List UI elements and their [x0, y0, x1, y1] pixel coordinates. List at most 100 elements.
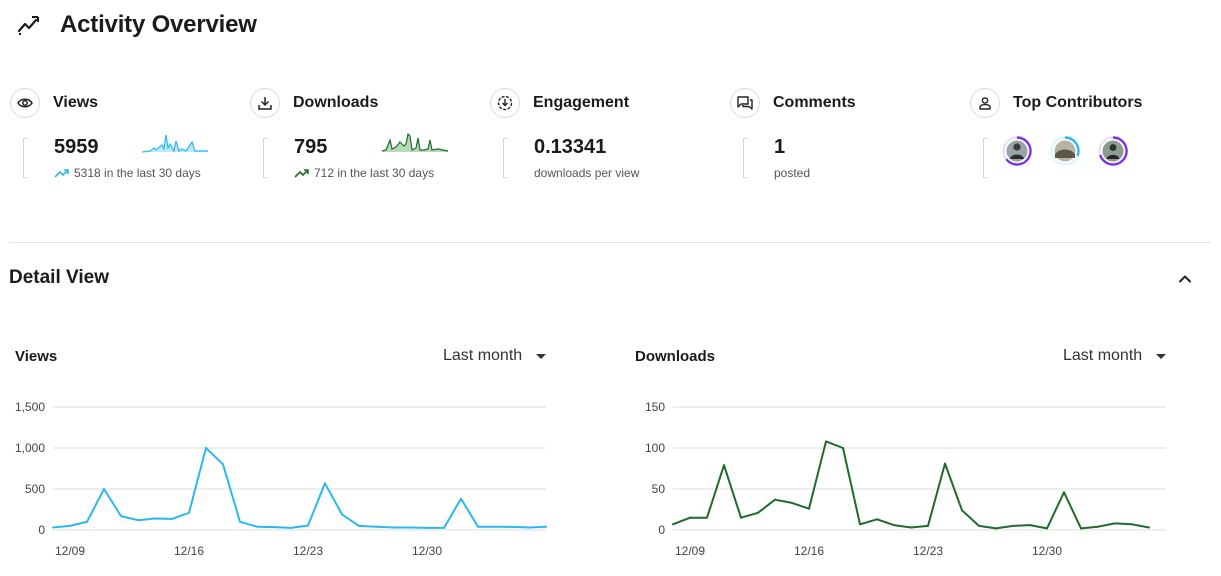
data-point: [52, 526, 54, 529]
data-point: [137, 519, 139, 522]
stat-subtext: posted: [774, 166, 811, 180]
x-tick-label: 12/30: [412, 544, 442, 558]
data-point: [511, 525, 513, 528]
data-point: [859, 523, 861, 526]
data-point: [171, 517, 173, 520]
avatar[interactable]: [1098, 136, 1128, 166]
data-point: [842, 447, 844, 449]
page-header: Activity Overview: [16, 10, 257, 40]
y-tick-label: 1,500: [15, 400, 45, 414]
data-point: [256, 525, 258, 528]
data-point: [723, 464, 725, 467]
stat-subtext: 712 in the last 30 days: [294, 166, 483, 180]
data-point: [324, 482, 326, 485]
range-dropdown[interactable]: Last month: [1063, 347, 1167, 365]
comments-icon: [730, 88, 760, 118]
data-point: [392, 526, 394, 529]
data-point: [341, 513, 343, 516]
data-point: [1097, 525, 1099, 528]
detail-view-title: Detail View: [9, 267, 109, 288]
data-point: [460, 497, 462, 500]
views-sparkline: [142, 134, 208, 153]
data-point: [1012, 524, 1014, 527]
data-point: [426, 526, 428, 529]
stat-value: 795: [294, 136, 328, 158]
stat-title: Downloads: [293, 94, 379, 111]
data-point: [774, 498, 776, 501]
data-point: [477, 525, 479, 528]
stat-comments: Comments 1 posted: [730, 88, 965, 188]
stat-views: Views 5959 5318 in the last 30 days: [10, 88, 245, 188]
data-point: [239, 520, 241, 523]
data-point: [290, 526, 292, 529]
x-tick-label: 12/23: [913, 544, 943, 558]
views-line-chart: 0 500 1,000 1,500 12/09 12/16 12/23 12/30: [15, 400, 547, 558]
stat-downloads: Downloads 795 712 in the last 30 days: [250, 88, 485, 188]
stat-title: Comments: [773, 94, 856, 111]
data-point: [205, 447, 207, 449]
data-point: [1114, 522, 1116, 525]
data-point: [307, 524, 309, 527]
y-tick-label: 0: [38, 523, 45, 537]
avatar[interactable]: [1002, 136, 1032, 166]
stat-subtext: 5318 in the last 30 days: [54, 166, 243, 180]
data-point: [1063, 491, 1065, 494]
data-point: [825, 440, 827, 443]
data-point: [120, 515, 122, 518]
data-point: [978, 524, 980, 527]
views-chart-panel: Views Last month 0 500 1,000 1,500 12/09 12/1…: [9, 340, 569, 576]
chart-title: Views: [15, 348, 58, 365]
chevron-up-icon[interactable]: [1176, 270, 1194, 288]
data-point: [1046, 527, 1048, 530]
stat-value: 0.13341: [534, 136, 607, 158]
data-point: [443, 526, 445, 529]
x-tick-label: 12/09: [675, 544, 705, 558]
person-icon: [970, 88, 1000, 118]
series-line: [672, 440, 1150, 530]
data-point: [409, 526, 411, 529]
data-point: [995, 527, 997, 530]
data-point: [740, 516, 742, 519]
x-tick-label: 12/16: [174, 544, 204, 558]
range-dropdown[interactable]: Last month: [443, 347, 547, 365]
data-point: [188, 511, 190, 514]
downloads-line-chart: 0 50 100 150 12/09 12/16 12/23 12/30: [645, 400, 1166, 558]
trending-up-icon: [54, 169, 69, 178]
stat-title: Views: [53, 94, 99, 111]
data-point: [961, 509, 963, 512]
stats-row: Views 5959 5318 in the last 30 days Down…: [10, 88, 1210, 188]
avatar[interactable]: [1050, 136, 1080, 166]
stat-subtext: downloads per view: [534, 166, 640, 180]
data-point: [494, 525, 496, 528]
data-point: [689, 516, 691, 519]
stat-title: Top Contributors: [1013, 94, 1143, 111]
x-tick-label: 12/23: [293, 544, 323, 558]
stat-value: 5959: [54, 136, 99, 158]
contributors-avatars: [1002, 136, 1203, 166]
caret-down-icon: [536, 353, 547, 359]
data-point: [757, 511, 759, 514]
data-point: [893, 524, 895, 527]
data-point: [154, 517, 156, 520]
data-point: [1029, 524, 1031, 527]
trending-up-icon: [294, 169, 309, 178]
data-point: [944, 462, 946, 465]
stat-top-contributors: Top Contributors: [970, 88, 1205, 188]
x-tick-label: 12/30: [1032, 544, 1062, 558]
data-point: [86, 520, 88, 523]
y-tick-label: 50: [652, 482, 666, 496]
data-point: [358, 524, 360, 527]
section-divider: [9, 242, 1210, 243]
data-point: [69, 524, 71, 527]
x-tick-label: 12/09: [55, 544, 85, 558]
chart-title: Downloads: [635, 348, 716, 365]
y-tick-label: 100: [645, 441, 665, 455]
data-point: [1080, 527, 1082, 530]
data-point: [528, 526, 530, 529]
data-point: [876, 518, 878, 521]
downloads-chart-panel: Downloads Last month 0 50 100 150 12/09 12/16…: [629, 340, 1189, 576]
data-point: [273, 526, 275, 529]
y-tick-label: 0: [658, 523, 665, 537]
y-tick-label: 500: [25, 482, 45, 496]
y-tick-label: 150: [645, 400, 665, 414]
